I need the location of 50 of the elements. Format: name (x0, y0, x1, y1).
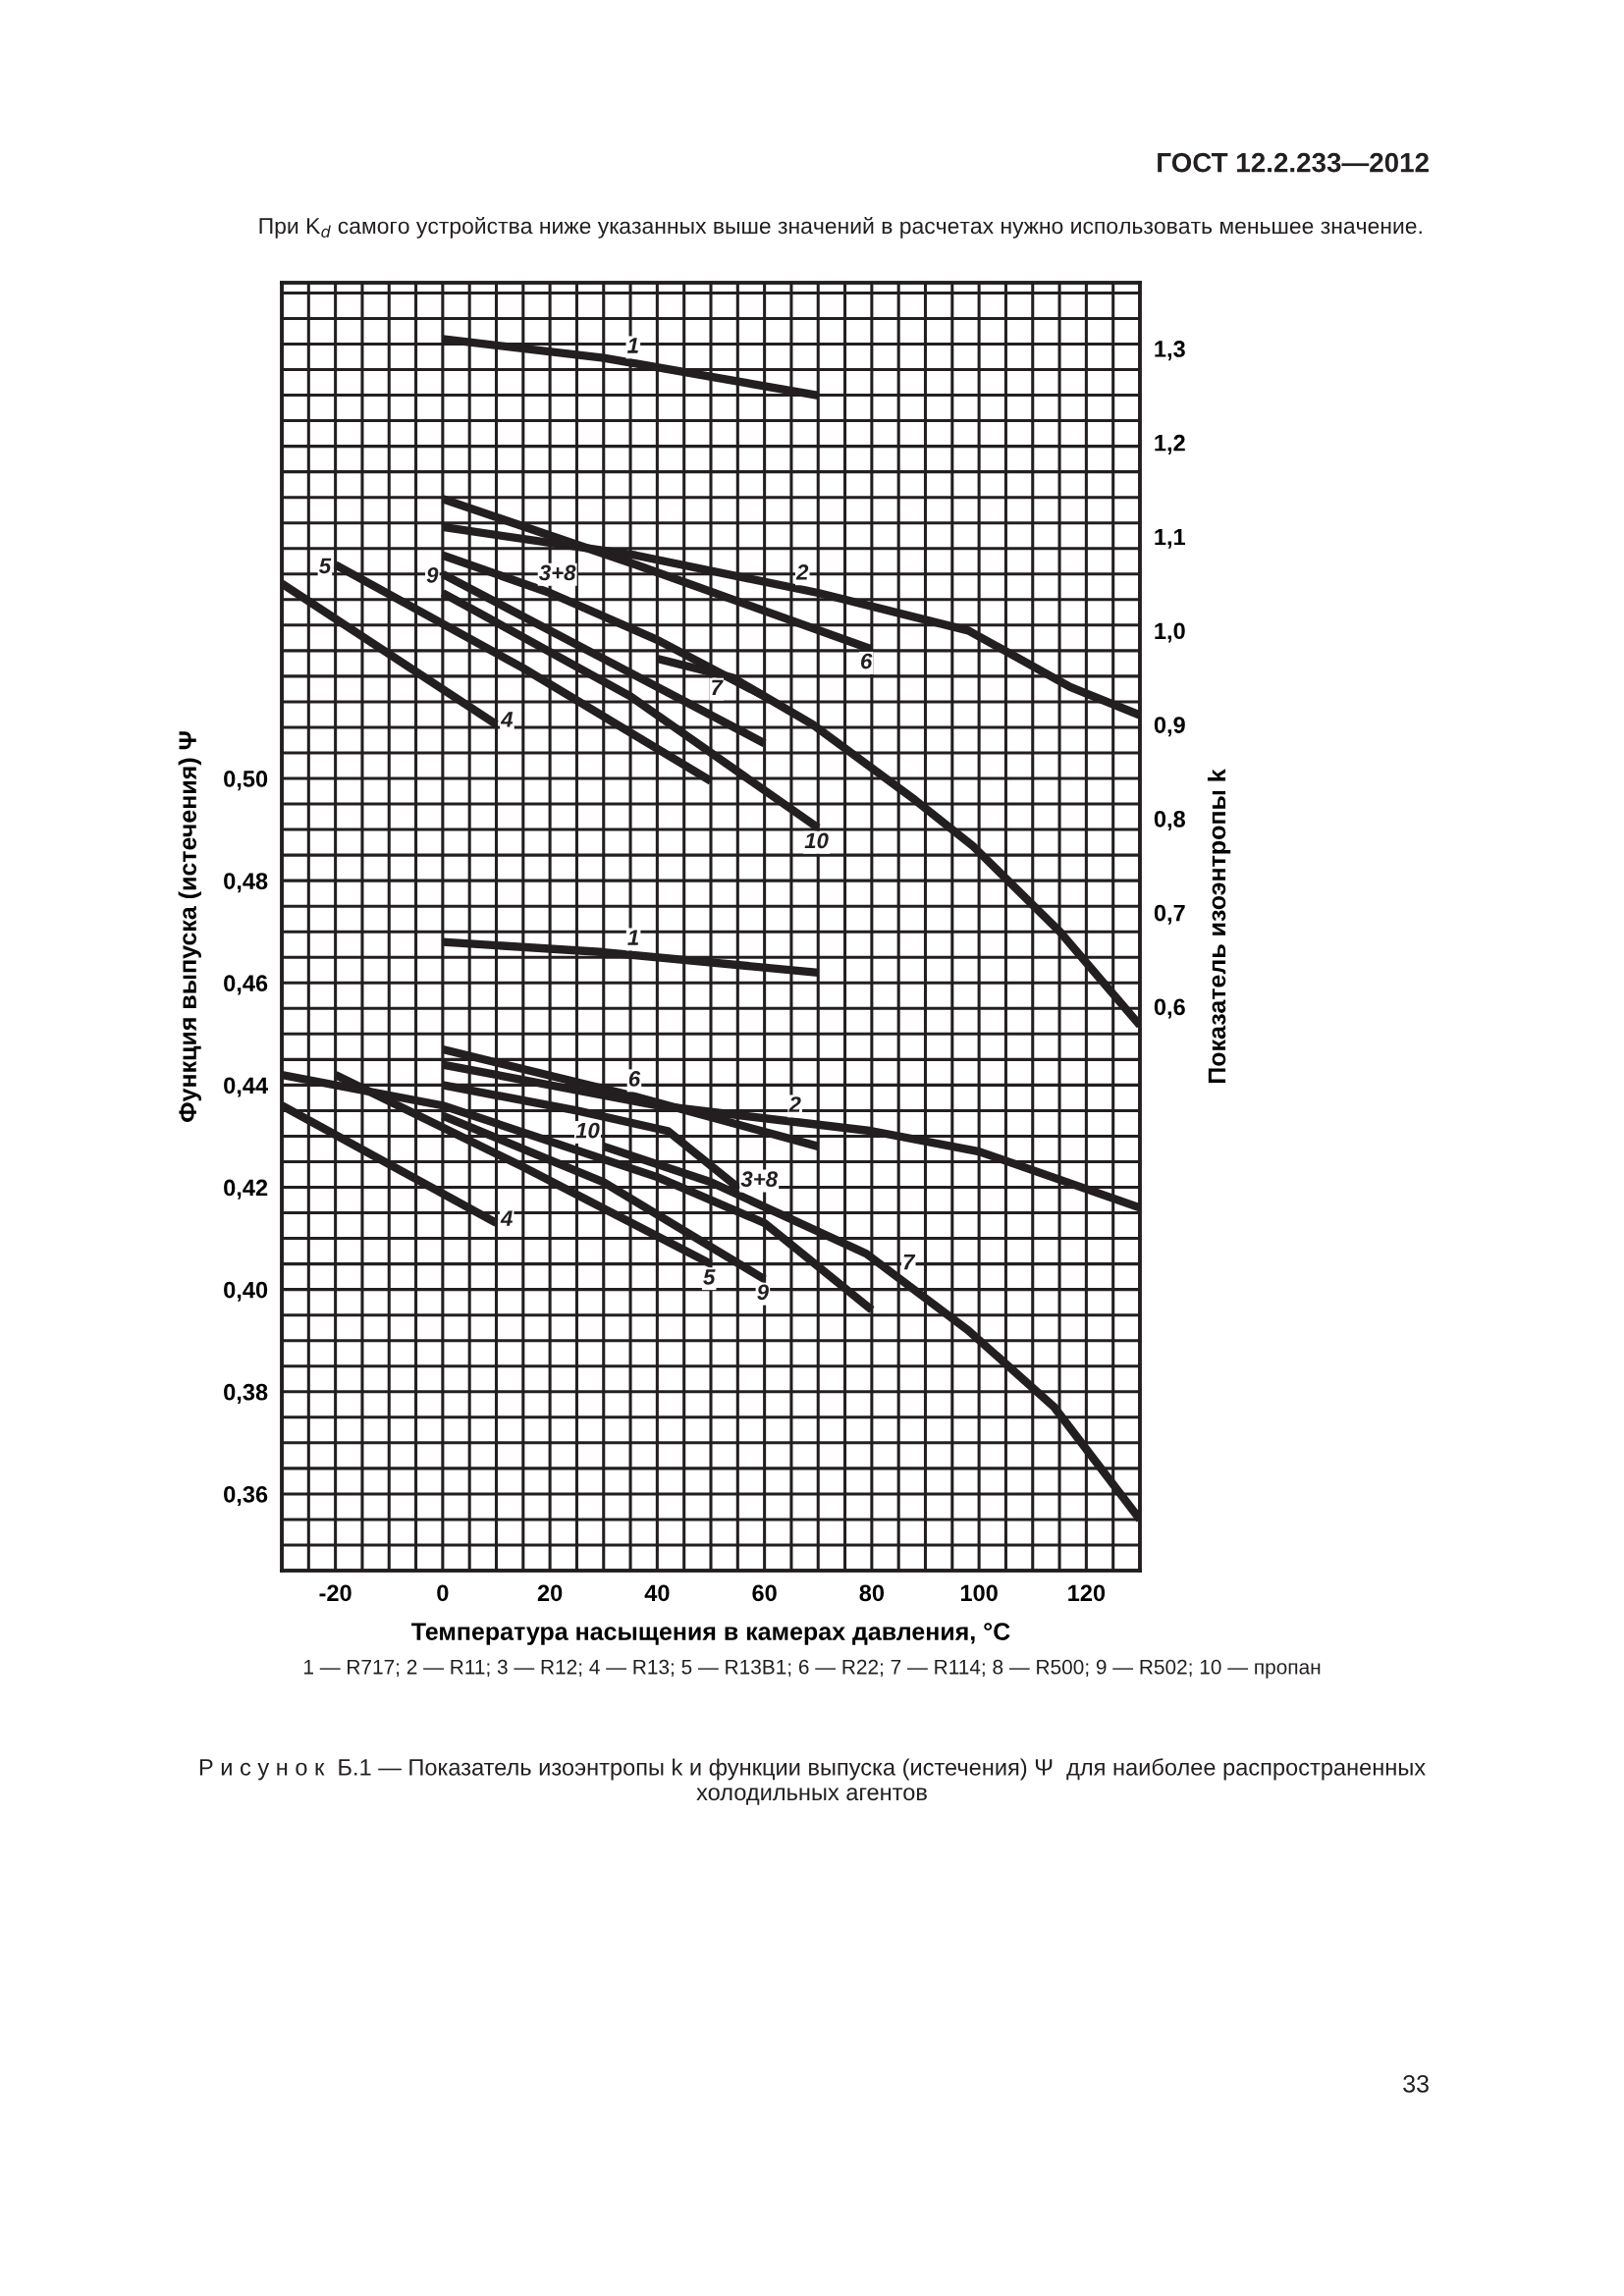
series-label: 10 (804, 832, 829, 849)
x-tick-label: 80 (859, 1584, 885, 1602)
series-label: 2 (788, 1096, 801, 1112)
x-tick-label: 60 (752, 1584, 777, 1602)
series-label: 5 (703, 1269, 716, 1285)
y2-axis-title: Показатель изоэнтропы k (1207, 769, 1231, 1084)
y-tick-label: 0,44 (224, 1077, 268, 1097)
text: 33 (1403, 2075, 1429, 2093)
x-tick-label: 100 (960, 1584, 998, 1602)
y-tick-label: 0,50 (224, 771, 268, 791)
series-label: 4 (500, 712, 514, 727)
x-tick-label: 120 (1068, 1584, 1106, 1602)
y2-tick-label: 1,1 (1155, 528, 1186, 549)
series-label: 10 (575, 1122, 600, 1139)
series-label: 4 (500, 1210, 513, 1226)
series-label: 7 (903, 1254, 916, 1270)
x-tick-label: -20 (319, 1584, 352, 1602)
x-tick-label: 20 (537, 1584, 563, 1602)
y2-tick-label: 1,0 (1155, 622, 1185, 643)
series-label: 5 (318, 558, 332, 574)
x-tick-label: 0 (437, 1584, 449, 1602)
y-tick-label: 0,48 (224, 873, 268, 893)
series-label: 9 (426, 566, 439, 583)
text: При K$_{d}$ самого устройства ниже указанных выше значений в расчетах нужно использовать меньшее значение. (259, 217, 1422, 239)
series-label: 3+8 (740, 1171, 779, 1187)
y2-tick-label: 0,8 (1154, 810, 1185, 831)
text: Р и с у н о к Б.1 — Показатель изоэнтропы k и функции выпуска (истечения) Ψ для наиболее распространенных холодильных агентов (199, 1758, 1426, 1805)
y-tick-label: 0,46 (224, 975, 268, 995)
y-tick-label: 0,42 (224, 1179, 268, 1200)
x-tick-label: 40 (644, 1584, 670, 1602)
x-axis-title: Температура насыщения в камерах давления, °C (411, 1623, 1010, 1645)
y2-tick-label: 0,6 (1154, 998, 1185, 1019)
y2-tick-label: 1,2 (1155, 434, 1185, 455)
series-label: 6 (861, 653, 873, 669)
series-label: 1 (627, 338, 638, 353)
y-tick-label: 0,36 (224, 1485, 268, 1507)
text: 1 — R717; 2 — R11; 3 — R12; 4 — R13; 5 — R13B1; 6 — R22; 7 — R114; 8 — R500; 9 — R502; 10 — пропан (303, 1659, 1321, 1679)
y-axis-title: Функция выпуска (истечения) Ψ (178, 731, 201, 1122)
y2-tick-label: 1,3 (1155, 341, 1185, 361)
series-label: 6 (628, 1071, 641, 1087)
y-tick-label: 0,40 (224, 1281, 268, 1302)
text: ГОСТ 12.2.233—2012 (1158, 152, 1429, 173)
series-label: 2 (795, 563, 809, 580)
series-label: 3+8 (538, 564, 576, 581)
y2-tick-label: 0,7 (1154, 904, 1185, 925)
y2-tick-label: 0,9 (1154, 717, 1185, 737)
y-tick-label: 0,38 (224, 1383, 268, 1404)
series-label: 9 (757, 1284, 769, 1301)
series-label: 7 (712, 679, 724, 695)
series-label: 1 (627, 930, 639, 945)
